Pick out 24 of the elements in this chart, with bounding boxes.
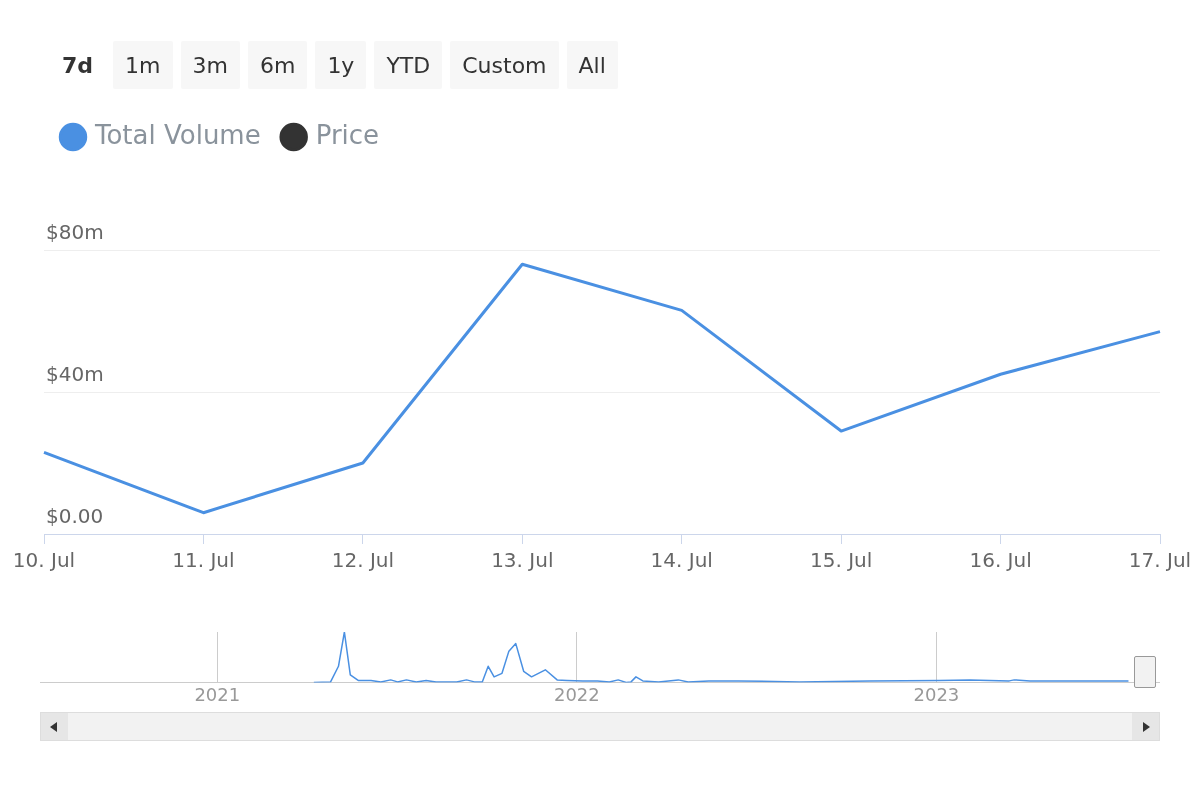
text: YTD <box>374 41 443 89</box>
x-tick-label: 16. Jul <box>969 548 1032 573</box>
x-tick-label: 17. Jul <box>1128 548 1192 573</box>
text: 6m <box>247 41 308 89</box>
x-tick-label: 11. Jul <box>172 548 235 573</box>
x-tick-label: 13. Jul <box>491 548 554 573</box>
x-tick-label: 2021 <box>194 683 241 705</box>
text: 3m <box>180 41 240 89</box>
x-tick-label: 12. Jul <box>331 548 395 573</box>
y-tick-label: $40m <box>46 362 104 387</box>
text: Custom <box>450 41 559 89</box>
text: All <box>566 41 618 89</box>
y-tick-label: $80m <box>46 220 104 245</box>
legend-label: Total Volume <box>94 119 261 150</box>
x-tick-label: 2023 <box>913 683 960 705</box>
legend-label: Price <box>315 119 380 150</box>
text: 1y <box>315 41 367 89</box>
text: 7d <box>50 41 106 89</box>
x-tick-label: 2022 <box>553 683 600 705</box>
x-tick-label: 14. Jul <box>650 548 713 573</box>
x-tick-label: 15. Jul <box>809 548 873 573</box>
y-tick-label: $0.00 <box>46 504 104 529</box>
x-tick-label: 10. Jul <box>12 548 76 573</box>
text: 1m <box>113 41 173 89</box>
